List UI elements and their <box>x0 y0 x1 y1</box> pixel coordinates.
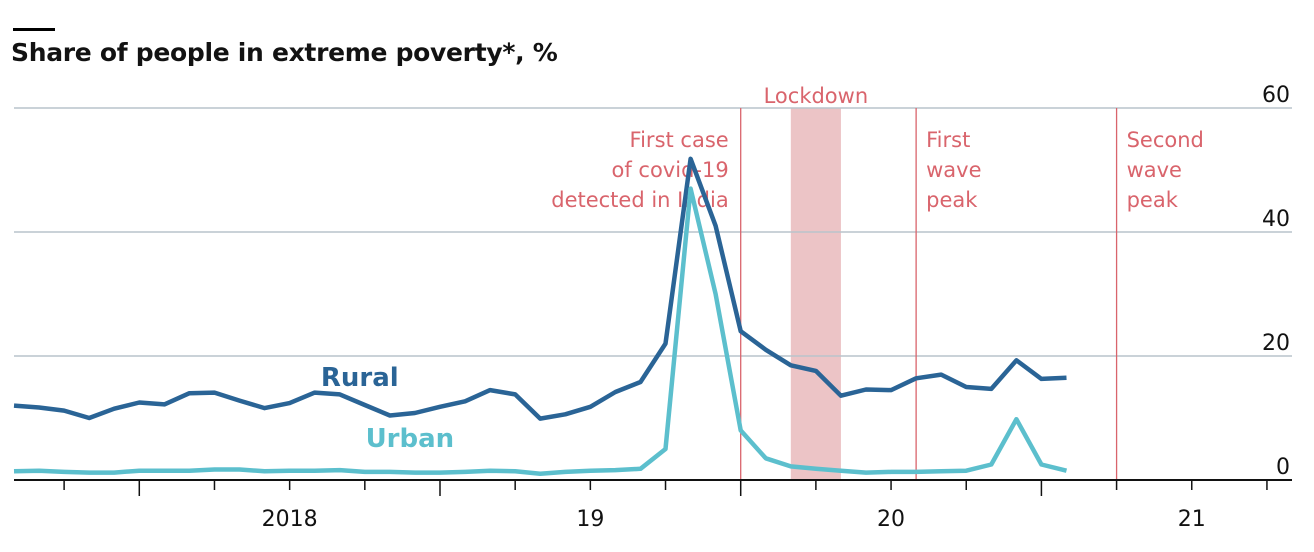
x-tick-label: 19 <box>576 507 604 532</box>
annotation-label: of covid-19 <box>612 158 729 182</box>
y-tick-label: 40 <box>1262 207 1290 232</box>
lockdown-band <box>790 108 841 480</box>
annotation-label: peak <box>1127 188 1179 212</box>
annotation-label: wave <box>926 158 981 182</box>
series-line-rural <box>13 156 1067 421</box>
annotation-label: First <box>926 128 970 152</box>
x-tick-label: 21 <box>1178 507 1206 532</box>
y-tick-label: 0 <box>1276 455 1290 480</box>
annotation-label: Lockdown <box>764 84 869 108</box>
annotation-label: First case <box>630 128 729 152</box>
chart-title: Share of people in extreme poverty*, % <box>11 38 558 67</box>
x-tick-label: 20 <box>877 507 905 532</box>
annotation-label: Second <box>1127 128 1204 152</box>
series-label-urban: Urban <box>366 424 455 454</box>
y-tick-label: 60 <box>1262 83 1290 108</box>
y-tick-label: 20 <box>1262 331 1290 356</box>
series-line-urban <box>13 186 1068 477</box>
title-rule <box>13 28 55 31</box>
annotation-label: detected in India <box>551 188 728 212</box>
annotation-label: wave <box>1127 158 1182 182</box>
series-label-rural: Rural <box>321 363 399 393</box>
x-tick-label: 2018 <box>262 507 318 532</box>
annotation-label: peak <box>926 188 978 212</box>
